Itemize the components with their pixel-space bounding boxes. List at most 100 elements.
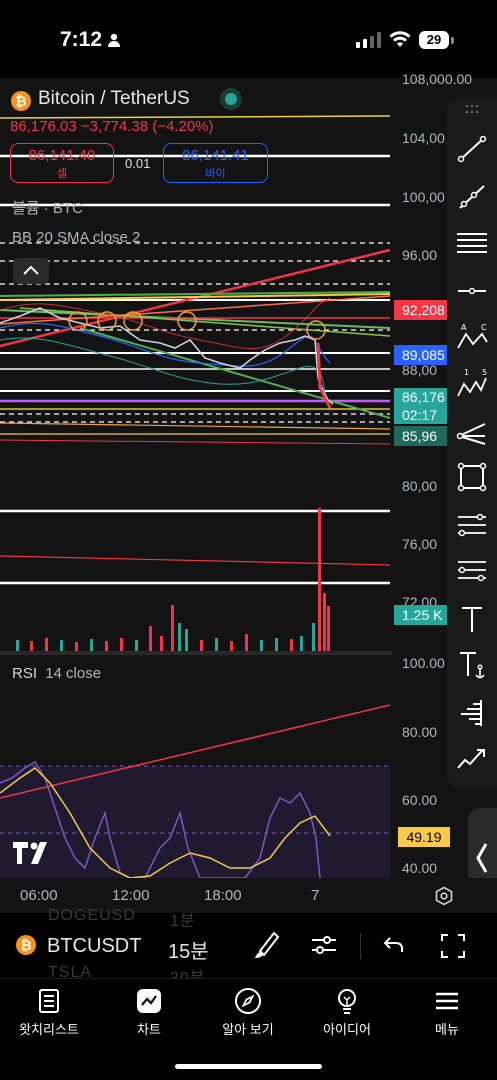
volume-profile-icon[interactable]: [455, 696, 489, 730]
price-axis-label: 108,000.00: [402, 71, 473, 87]
bitcoin-icon: ₿: [11, 91, 31, 111]
price-change: 86,176.03 −3,774.38 (−4.20%): [10, 118, 214, 135]
symbol-toolbar: DOGEUSD 1분 TSLA 30분 ₿ BTCUSDT 15분: [0, 907, 497, 987]
rsi-axis-label: 40.00: [402, 860, 438, 876]
time-axis-label: 7: [311, 887, 320, 904]
chevron-up-icon: [23, 265, 39, 275]
brush-icon[interactable]: [252, 929, 280, 961]
bb-indicator-label[interactable]: BB 20 SMA close 2: [12, 229, 141, 246]
battery-icon: [451, 37, 454, 44]
trend-line-icon[interactable]: [455, 132, 489, 166]
text-tool-icon[interactable]: [455, 602, 489, 636]
sell-price: 86,141.40: [28, 147, 96, 164]
chart-icon: [137, 989, 161, 1013]
svg-text:5: 5: [482, 368, 487, 377]
price-axis-label: 76,00: [402, 536, 438, 552]
volume-indicator-label[interactable]: 볼륨 · BTC: [12, 200, 83, 217]
drag-handle-icon[interactable]: [455, 100, 489, 120]
symbol-selector[interactable]: BTCUSDT: [47, 935, 142, 957]
chart-drawings: [0, 115, 392, 879]
svg-text:A: A: [461, 323, 467, 332]
nav-label: 왓치리스트: [19, 1022, 79, 1037]
svg-text:₿: ₿: [15, 94, 26, 110]
hexagon-settings-icon[interactable]: [434, 886, 454, 906]
chevron-left-icon: [476, 843, 488, 873]
toolbar-divider: [360, 933, 361, 959]
price-axis-label: 100,00: [402, 189, 445, 205]
lightbulb-icon: [338, 989, 356, 1014]
candle-countdown: 02:17: [402, 407, 438, 423]
menu-icon: [436, 992, 458, 1010]
nav-label: 아이디어: [323, 1022, 371, 1037]
nav-ideas[interactable]: 아이디어: [302, 987, 392, 1038]
ghost-symbol-bottom: TSLA: [48, 964, 93, 981]
parallel-lines-icon[interactable]: [455, 226, 489, 260]
rsi-indicator-label[interactable]: RSI 14 close: [12, 665, 101, 682]
nav-label: 차트: [137, 1022, 161, 1037]
price-axis-label: 80,00: [402, 478, 438, 494]
fib-extension-icon[interactable]: [455, 554, 489, 588]
buy-price: 86,141.41: [182, 147, 249, 164]
rsi-name: RSI: [12, 665, 38, 682]
cellular-signal-icon: [356, 32, 381, 48]
price-axis-label: 88,00: [402, 362, 438, 378]
fib-retracement-icon[interactable]: [455, 508, 489, 542]
price-axis-label: 96,00: [402, 247, 438, 263]
status-bar: 7:12 29: [0, 0, 497, 78]
nav-explore[interactable]: 알아 보기: [203, 987, 293, 1038]
battery-level: 29: [419, 31, 449, 49]
buy-label: 바이: [205, 168, 226, 180]
market-status-icon[interactable]: [219, 87, 243, 111]
anchored-text-icon[interactable]: [455, 648, 489, 682]
ghost-interval-top: 1분: [170, 913, 196, 930]
compass-icon: [235, 988, 261, 1014]
time-axis[interactable]: 06:00 12:00 18:00 7: [0, 878, 497, 914]
last-price-tag: 86,176 02:17: [394, 388, 450, 424]
time-axis-label: 06:00: [20, 887, 58, 904]
time-axis-label: 12:00: [112, 887, 150, 904]
rsi-params: 14 close: [45, 665, 102, 682]
price-tag-red: 92,208: [394, 300, 450, 320]
pitchfork-icon[interactable]: [455, 414, 489, 448]
svg-text:1: 1: [464, 368, 469, 377]
sell-button[interactable]: 86,141.40 셀: [10, 143, 114, 183]
ray-icon[interactable]: [455, 180, 489, 214]
svg-text:₿: ₿: [20, 938, 31, 954]
undo-icon[interactable]: [382, 933, 406, 957]
person-icon: [108, 33, 120, 47]
horizontal-line-icon[interactable]: [455, 274, 489, 308]
chart-canvas[interactable]: [0, 78, 497, 913]
wifi-icon: [389, 31, 411, 47]
buy-button[interactable]: 86,141.41 바이: [163, 143, 268, 183]
price-axis[interactable]: 108,000.00 104,00 100,00 96,00 88,00 80,…: [392, 71, 472, 878]
list-icon: [39, 989, 59, 1013]
nav-watchlist[interactable]: 왓치리스트: [4, 987, 94, 1038]
indicators-icon[interactable]: [310, 931, 338, 959]
bitcoin-icon: ₿: [16, 935, 36, 955]
interval-selector[interactable]: 15분: [168, 941, 209, 963]
rsi-axis-label: 80.00: [402, 724, 438, 740]
volume-tag: 1.25 K: [394, 605, 450, 625]
sell-label: 셀: [56, 168, 68, 180]
nav-menu[interactable]: 메뉴: [402, 987, 492, 1038]
ghost-symbol-top: DOGEUSD: [48, 907, 136, 924]
price-tag-green: 85,96: [394, 426, 450, 446]
nav-label: 메뉴: [435, 1022, 459, 1037]
rectangle-icon[interactable]: [455, 460, 489, 494]
status-time: 7:12: [60, 28, 103, 51]
collapse-legend-button[interactable]: [13, 258, 49, 284]
rsi-current-tag: 49.19: [398, 827, 450, 847]
forecast-icon[interactable]: [455, 742, 489, 776]
nav-label: 알아 보기: [222, 1022, 274, 1037]
price-axis-label: 104,00: [402, 130, 445, 146]
nav-chart[interactable]: 차트: [104, 987, 194, 1038]
price-tag-blue: 89,085: [394, 345, 450, 365]
time-axis-label: 18:00: [204, 887, 242, 904]
last-price: 86,176: [402, 389, 445, 405]
fullscreen-icon[interactable]: [440, 933, 466, 959]
symbol-title[interactable]: Bitcoin / TetherUS: [38, 88, 190, 109]
volume-bars: [16, 508, 330, 651]
